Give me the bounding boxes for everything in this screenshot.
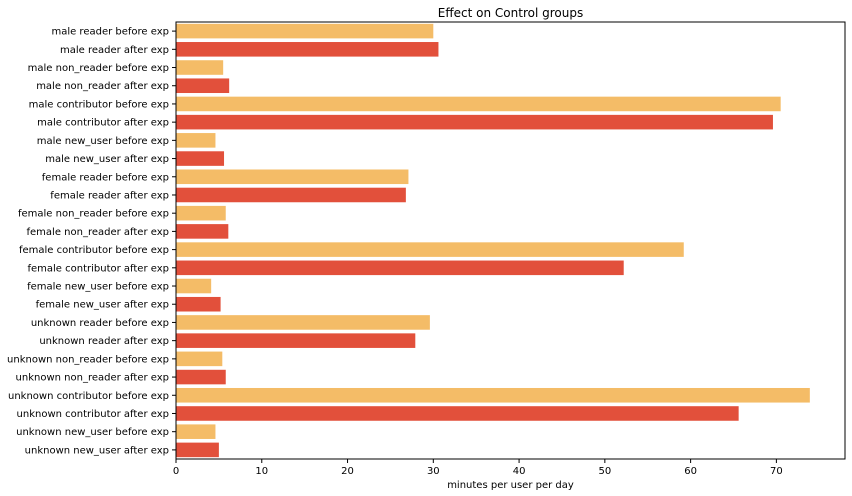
y-tick-label: female new_user before exp xyxy=(27,282,169,293)
bar-unknown-new-user-after-exp xyxy=(176,442,219,458)
y-tick-label: male reader before exp xyxy=(51,27,169,38)
y-tick-label: unknown reader before exp xyxy=(31,318,169,329)
y-tick-label: unknown contributor after exp xyxy=(17,409,169,420)
bar-female-non-reader-after-exp xyxy=(176,224,229,239)
x-tick-label: 70 xyxy=(770,466,783,477)
bar-male-contributor-before-exp xyxy=(176,96,781,112)
bar-female-new-user-after-exp xyxy=(176,296,221,312)
bar-female-non-reader-before-exp xyxy=(176,205,226,221)
y-tick-label: female non_reader before exp xyxy=(18,209,169,220)
bar-male-contributor-after-exp xyxy=(176,114,773,130)
bar-male-non-reader-before-exp xyxy=(176,60,224,75)
chart-title: Effect on Control groups xyxy=(438,6,583,20)
bar-male-reader-after-exp xyxy=(176,42,439,57)
x-tick-label: 20 xyxy=(341,466,354,477)
bar-unknown-non-reader-before-exp xyxy=(176,351,223,367)
y-tick-label: unknown new_user after exp xyxy=(25,445,169,456)
y-tick-label: female reader before exp xyxy=(42,172,169,183)
x-tick-label: 10 xyxy=(255,466,268,477)
y-axis-ticks: male reader before exp male reader after … xyxy=(7,27,176,456)
y-tick-label: unknown new_user before exp xyxy=(16,427,169,438)
y-tick-label: unknown non_reader before exp xyxy=(7,354,169,365)
y-tick-label: unknown reader after exp xyxy=(39,336,169,347)
bars-group xyxy=(176,23,810,458)
bar-female-reader-before-exp xyxy=(176,169,409,185)
bar-female-reader-after-exp xyxy=(176,187,406,203)
x-tick-label: 0 xyxy=(173,466,179,477)
x-tick-label: 40 xyxy=(513,466,526,477)
bar-male-new-user-after-exp xyxy=(176,151,225,166)
bar-unknown-reader-before-exp xyxy=(176,315,430,330)
y-tick-label: male contributor before exp xyxy=(29,99,169,110)
y-tick-label: female contributor after exp xyxy=(27,263,169,274)
bar-male-reader-before-exp xyxy=(176,23,434,39)
y-tick-label: female new_user after exp xyxy=(36,300,169,311)
y-tick-label: male non_reader before exp xyxy=(28,63,169,74)
y-tick-label: male non_reader after exp xyxy=(36,81,169,92)
y-tick-label: male new_user after exp xyxy=(45,154,169,165)
bar-male-new-user-before-exp xyxy=(176,133,216,148)
y-tick-label: unknown contributor before exp xyxy=(8,391,169,402)
plot-frame xyxy=(175,21,846,460)
bar-male-non-reader-after-exp xyxy=(176,78,230,94)
x-tick-label: 50 xyxy=(598,466,611,477)
x-axis-ticks: 0 10 20 30 40 50 60 70 xyxy=(173,459,783,477)
bar-female-contributor-after-exp xyxy=(176,260,624,276)
x-tick-label: 60 xyxy=(684,466,697,477)
y-tick-label: female contributor before exp xyxy=(19,245,169,256)
y-tick-label: female non_reader after exp xyxy=(27,227,170,238)
y-tick-label: male contributor after exp xyxy=(37,118,169,129)
bar-unknown-contributor-after-exp xyxy=(176,406,739,421)
bar-female-new-user-before-exp xyxy=(176,278,212,294)
y-tick-label: male new_user before exp xyxy=(37,136,169,147)
y-tick-label: male reader after exp xyxy=(60,45,169,56)
bar-unknown-reader-after-exp xyxy=(176,333,416,348)
y-tick-label: female reader after exp xyxy=(50,190,169,201)
x-axis-label: minutes per user per day xyxy=(447,480,574,491)
y-tick-label: unknown non_reader after exp xyxy=(16,373,169,384)
bar-unknown-contributor-before-exp xyxy=(176,387,810,403)
bar-female-contributor-before-exp xyxy=(176,242,684,257)
bar-unknown-non-reader-after-exp xyxy=(176,369,226,385)
x-tick-label: 30 xyxy=(427,466,440,477)
bar-unknown-new-user-before-exp xyxy=(176,424,216,439)
